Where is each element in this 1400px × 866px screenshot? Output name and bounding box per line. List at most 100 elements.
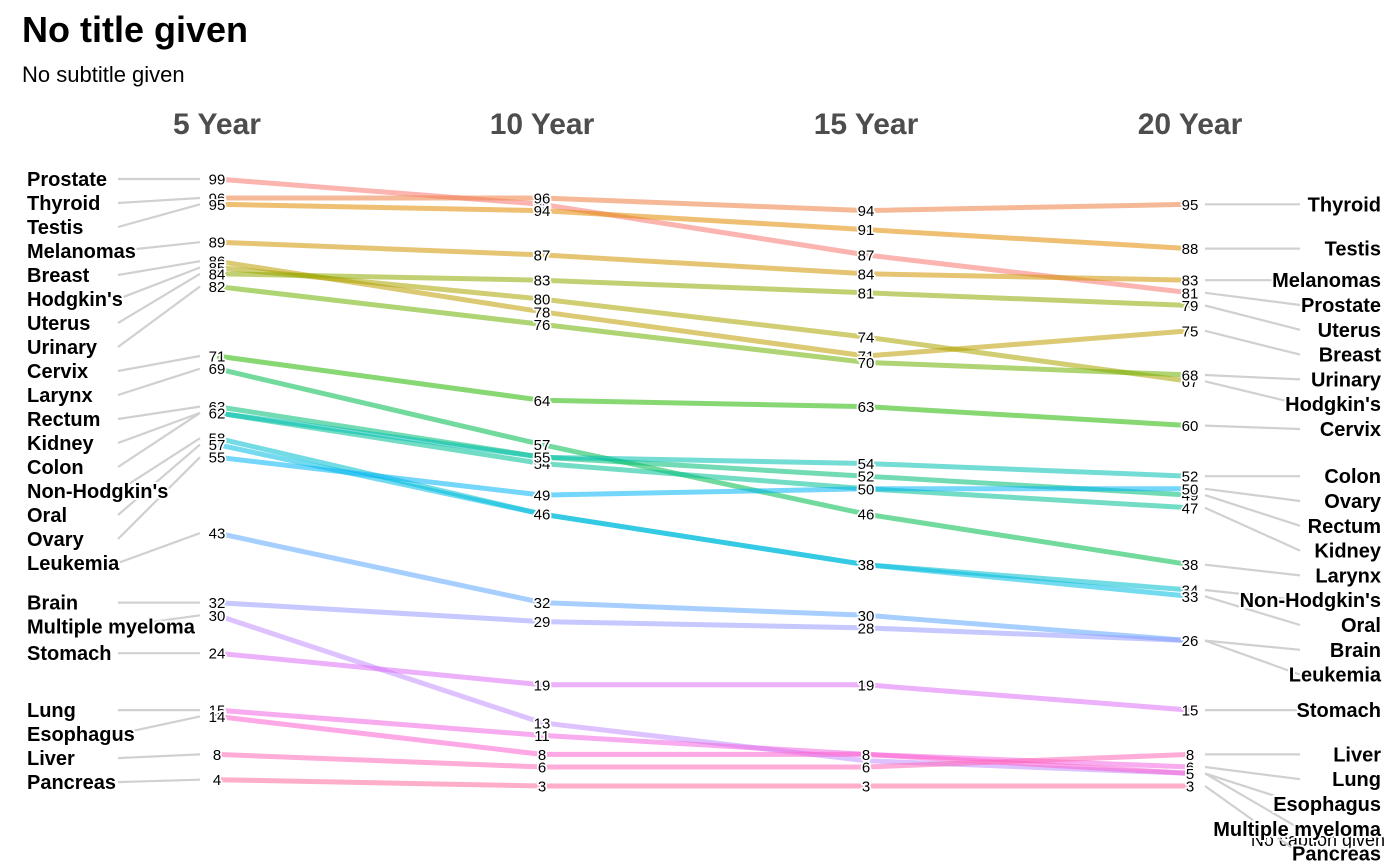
series-line-uterus [216,271,1191,308]
value-label-urinary-2: 70 [858,355,875,372]
leader-left-rectum [117,405,201,421]
value-label-rectum-0: 63 [209,399,226,416]
right-label-breast: Breast [1319,345,1382,367]
leader-left-liver [117,753,201,760]
value-label-rectum-1: 55 [534,450,551,467]
value-label-liver-3: 8 [1186,747,1194,764]
value-label-prostate-1: 95 [534,197,551,214]
leader-left-urinary [117,285,201,348]
leader-right-non-hodgkin-s [1204,588,1301,602]
left-label-colon: Colon [27,457,84,479]
value-label-stomach-2: 19 [858,677,875,694]
leader-right-urinary [1204,373,1301,381]
left-label-rectum: Rectum [27,409,100,431]
right-label-leukemia: Leukemia [1289,665,1382,687]
value-label-larynx-0: 69 [209,361,226,378]
value-label-rectum-2: 52 [858,469,875,486]
value-label-pancreas-0: 4 [213,772,221,789]
value-label-leukemia-2: 30 [858,608,875,625]
leader-right-esophagus [1204,772,1301,806]
leader-left-non-hodgkin-s [117,437,201,492]
value-label-thyroid-2: 94 [858,203,875,220]
value-label-multiple-myeloma-2: 7 [862,753,870,770]
value-label-esophagus-3: 5 [1186,766,1194,783]
leader-left-uterus [117,272,201,324]
right-label-hodgkin-s: Hodgkin's [1285,394,1381,416]
series-line-testis [216,201,1191,252]
value-label-cervix-3: 60 [1182,418,1199,435]
column-header-10-year: 10 Year [490,108,595,141]
value-label-uterus-0: 84 [209,266,226,283]
chart-title: No title given [22,9,248,50]
left-label-breast: Breast [27,265,90,287]
value-label-kidney-2: 50 [858,481,875,498]
value-label-breast-0: 86 [209,254,226,271]
value-label-esophagus-0: 14 [209,709,226,726]
value-label-brain-2: 28 [858,620,875,637]
value-label-prostate-2: 87 [858,247,875,264]
left-label-stomach: Stomach [27,643,111,665]
value-label-melanomas-2: 84 [858,266,875,283]
leader-right-brain [1204,639,1301,651]
value-label-brain-3: 26 [1182,633,1199,650]
right-label-lung: Lung [1332,769,1381,791]
right-label-prostate: Prostate [1301,295,1381,317]
left-label-multiple-myeloma: Multiple myeloma [27,617,196,639]
series-line-leukemia [216,530,1191,644]
leader-right-hodgkin-s [1204,380,1301,406]
value-label-cervix-2: 63 [858,399,875,416]
series-lines [216,176,1191,789]
leader-right-uterus [1204,304,1301,331]
value-label-ovary-2: 50 [858,481,875,498]
right-label-liver: Liver [1333,744,1381,766]
value-label-multiple-myeloma-1: 13 [534,715,551,732]
right-label-oral: Oral [1341,615,1381,637]
value-label-melanomas-3: 83 [1182,273,1199,290]
value-label-hodgkin-s-1: 80 [534,292,551,309]
value-label-lung-0: 15 [209,703,226,720]
leader-right-pancreas [1204,785,1301,855]
leader-left-testis [117,203,201,229]
value-label-ovary-1: 49 [534,488,551,505]
right-category-labels: Thyroid Testis Melanomas Prostate Uterus Brea… [1211,192,1384,866]
leader-left-leukemia [117,532,201,565]
right-label-kidney: Kidney [1314,541,1382,563]
value-label-lung-2: 8 [862,747,870,764]
column-header-5-year: 5 Year [173,108,261,141]
value-label-prostate-0: 99 [209,172,226,189]
right-label-multiple-myeloma: Multiple myeloma [1213,819,1382,841]
value-label-uterus-3: 79 [1182,298,1199,315]
value-label-testis-3: 88 [1182,241,1199,258]
value-label-multiple-myeloma-0: 30 [209,608,226,625]
value-label-liver-0: 8 [213,747,221,764]
left-label-urinary: Urinary [27,337,98,359]
series-line-brain [216,600,1191,644]
value-label-uterus-1: 83 [534,273,551,290]
leader-left-cervix [117,354,201,373]
value-label-thyroid-3: 95 [1182,197,1199,214]
value-label-non-hodgkin-s-0: 58 [209,431,226,448]
series-line-ovary [216,454,1190,498]
left-label-brain: Brain [27,593,78,615]
value-label-oral-2: 38 [858,557,875,574]
leader-right-oral [1204,595,1301,627]
value-label-pancreas-2: 3 [862,779,870,796]
value-label-uterus-2: 81 [858,285,875,302]
right-label-melanomas: Melanomas [1272,270,1381,292]
left-label-uterus: Uterus [27,313,90,335]
right-label-rectum: Rectum [1308,516,1381,538]
left-category-labels: ProstateThyroidTestisMelanomasBreastHodg… [25,167,198,796]
series-line-multiple-myeloma [216,612,1191,776]
value-label-cervix-0: 71 [209,349,226,366]
right-label-urinary: Urinary [1311,369,1382,391]
leader-right-ovary [1204,487,1301,503]
value-label-oral-1: 46 [534,507,551,524]
leader-right-prostate [1204,291,1301,307]
leader-left-esophagus [117,715,201,736]
left-label-oral: Oral [27,505,67,527]
value-label-oral-0: 57 [209,437,226,454]
value-label-kidney-1: 54 [534,456,551,473]
right-label-thyroid: Thyroid [1308,194,1381,216]
right-label-colon: Colon [1324,466,1381,488]
